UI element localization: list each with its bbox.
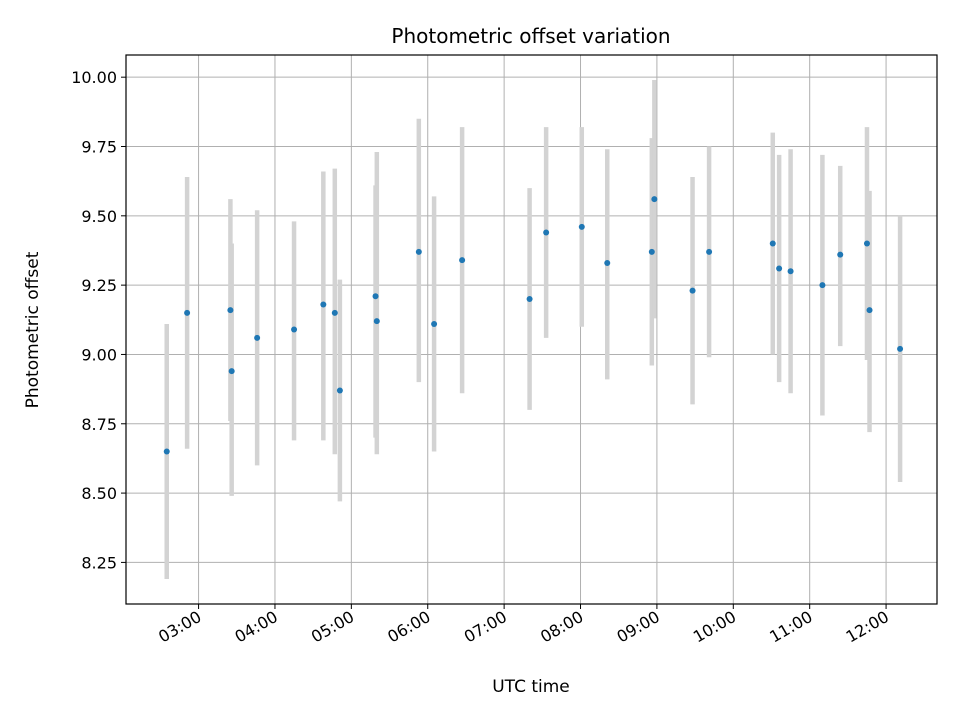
- data-point: [254, 334, 261, 341]
- plot-frame: [125, 54, 938, 605]
- data-point: [866, 307, 873, 314]
- data-point: [228, 368, 235, 375]
- y-tick-label: 8.75: [81, 415, 117, 434]
- data-point: [689, 287, 696, 294]
- data-point: [336, 387, 343, 394]
- y-tick-label: 9.75: [81, 138, 117, 157]
- y-axis-label: Photometric offset: [23, 251, 43, 408]
- data-point: [184, 309, 191, 316]
- data-point: [415, 248, 422, 255]
- data-point: [291, 326, 298, 333]
- data-point: [431, 320, 438, 327]
- data-point: [787, 268, 794, 275]
- y-tick-label: 9.25: [81, 276, 117, 295]
- x-axis-label: UTC time: [492, 677, 570, 697]
- data-point: [331, 309, 338, 316]
- data-points: [163, 196, 904, 455]
- data-point: [320, 301, 327, 308]
- y-tick-label: 10.00: [71, 68, 117, 87]
- data-point: [897, 345, 904, 352]
- data-point: [776, 265, 783, 272]
- data-point: [578, 223, 585, 230]
- data-point: [543, 229, 550, 236]
- y-tick-label: 9.50: [81, 207, 117, 226]
- data-point: [651, 196, 658, 203]
- data-point: [648, 248, 655, 255]
- data-point: [227, 307, 234, 314]
- y-tick-label: 9.00: [81, 345, 117, 364]
- data-point: [863, 240, 870, 247]
- data-point: [373, 318, 380, 325]
- data-point: [837, 251, 844, 258]
- data-point: [706, 248, 713, 255]
- data-point: [819, 282, 826, 289]
- data-point: [769, 240, 776, 247]
- data-point: [459, 257, 466, 264]
- data-point: [604, 259, 611, 266]
- chart-title: Photometric offset variation: [391, 24, 670, 48]
- y-axis-ticks: 8.25 8.50 8.75 9.00 9.25 9.50 9.75 10.00: [71, 68, 126, 572]
- data-point: [526, 296, 533, 302]
- y-tick-label: 8.25: [81, 553, 117, 572]
- data-point: [372, 293, 379, 300]
- data-point: [163, 448, 170, 455]
- y-tick-label: 8.50: [81, 484, 117, 503]
